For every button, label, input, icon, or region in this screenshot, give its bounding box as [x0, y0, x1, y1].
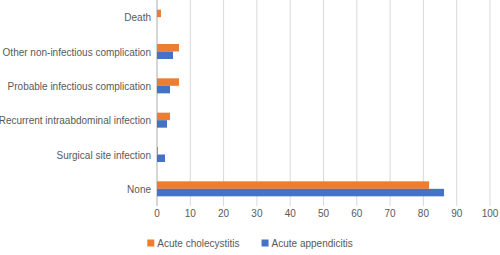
bar	[157, 189, 444, 197]
legend-swatch	[147, 240, 154, 247]
category-axis	[157, 0, 158, 206]
grid-line	[423, 0, 424, 206]
tick-label: 30	[251, 208, 263, 219]
grid-line	[456, 0, 457, 206]
tick-label: 90	[451, 208, 463, 219]
bar	[157, 181, 429, 189]
legend-swatch	[262, 240, 269, 247]
bar	[157, 52, 173, 60]
chart-container: 0 10 20 30 40 50 60 70 80 90 100 None Surgical site …	[0, 0, 500, 255]
grid-line	[290, 0, 291, 206]
legend: Acute cholecystitis Acute appendicitis	[147, 238, 352, 249]
category-label: Surgical site infection	[57, 150, 152, 161]
category-label: Other non-infectious complication	[3, 47, 151, 58]
legend-label: Acute cholecystitis	[157, 238, 239, 249]
grid-line	[157, 0, 158, 206]
category-label: Probable infectious complication	[8, 81, 151, 92]
chart-svg: 0 10 20 30 40 50 60 70 80 90 100 None Surgical site …	[0, 0, 500, 255]
tick-label: 70	[385, 208, 397, 219]
category-label: Recurrent intraabdominal infection	[0, 115, 151, 126]
bar	[157, 44, 179, 52]
tick-label: 10	[185, 208, 197, 219]
grid	[157, 0, 490, 206]
tick-label: 40	[285, 208, 297, 219]
grid-line	[190, 0, 191, 206]
grid-line	[323, 0, 324, 206]
tick-label: 100	[482, 208, 499, 219]
category-label: None	[127, 184, 151, 195]
bar	[157, 147, 158, 155]
category-label: Death	[124, 12, 151, 23]
grid-line	[356, 0, 357, 206]
tick-label: 50	[318, 208, 330, 219]
bar	[157, 17, 158, 25]
grid-line	[256, 0, 257, 206]
grid-line	[390, 0, 391, 206]
tick-label: 20	[218, 208, 230, 219]
grid-line	[223, 0, 224, 206]
bar	[157, 86, 170, 94]
bar	[157, 78, 179, 86]
tick-label: 80	[418, 208, 430, 219]
bar	[157, 120, 167, 128]
legend-label: Acute appendicitis	[272, 238, 353, 249]
bar	[157, 10, 161, 18]
bar	[157, 155, 165, 163]
tick-label: 60	[351, 208, 363, 219]
tick-label: 0	[154, 208, 160, 219]
grid-line	[490, 0, 491, 206]
bars	[157, 10, 444, 197]
bar	[157, 113, 170, 121]
